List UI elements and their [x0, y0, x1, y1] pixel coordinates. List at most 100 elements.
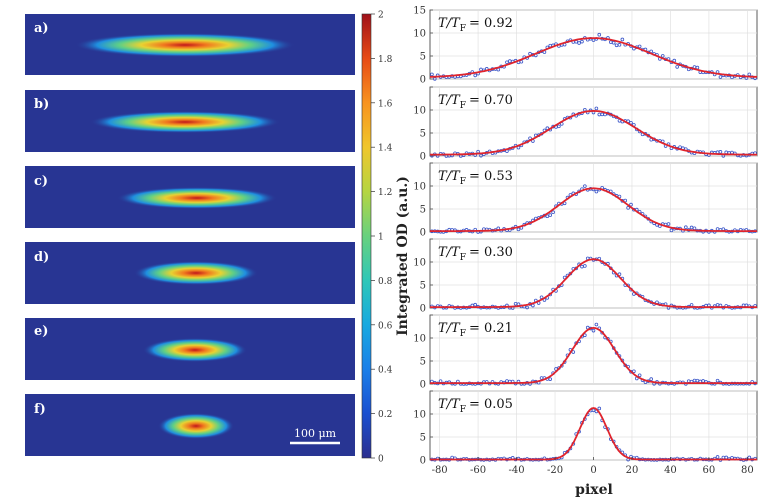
panel-label: f)	[34, 402, 46, 417]
data-point	[629, 202, 633, 207]
image-panel-c: c)	[25, 166, 355, 228]
data-point	[545, 214, 550, 219]
colorbar-tick-label: 1.2	[378, 188, 392, 198]
data-point	[611, 40, 616, 45]
data-point	[609, 266, 613, 271]
atom-cloud	[158, 413, 234, 439]
y-tick-label: 5	[420, 129, 426, 140]
data-point	[473, 73, 478, 78]
data-point	[715, 378, 720, 383]
panel-label: d)	[34, 250, 49, 265]
colorbar-tick-label: 0.4	[378, 366, 393, 376]
colorbar-tick-label: 1.4	[378, 144, 393, 154]
fit-line	[430, 109, 757, 156]
data-point	[594, 189, 599, 194]
x-axis-label: pixel	[575, 482, 613, 498]
y-tick-label: 5	[420, 52, 426, 63]
y-tick-label: 0	[420, 228, 426, 239]
data-point	[666, 222, 671, 226]
data-point	[548, 213, 553, 217]
x-tick-label: 60	[703, 465, 716, 476]
y-tick-label: 10	[413, 410, 426, 421]
atom-cloud	[117, 187, 277, 209]
atom-cloud	[134, 261, 258, 285]
image-panel-e: e)	[25, 318, 355, 380]
colorbar-tick-label: 0.6	[378, 321, 393, 331]
temperature-ratio-label: T/TF = 0.92	[438, 16, 513, 34]
fit-line	[430, 187, 757, 232]
y-tick-label: 5	[420, 357, 426, 368]
x-tick-label: 0	[590, 465, 596, 476]
data-point	[597, 32, 602, 37]
atom-cloud	[90, 111, 280, 133]
colorbar: 0 0.2 0.4 0.6 0.8 1 1.2 1.4 1.6 1.8 2	[361, 11, 393, 465]
data-point	[557, 284, 561, 288]
fit-line	[430, 326, 757, 384]
y-tick-label: 0	[420, 304, 426, 315]
data-point	[637, 44, 642, 49]
image-panel-d: d)	[25, 242, 355, 304]
data-point	[684, 225, 688, 230]
temperature-ratio-label: T/TF = 0.70	[438, 93, 513, 111]
fit-line	[430, 407, 757, 461]
data-point	[594, 322, 599, 327]
colorbar-tick-label: 2	[378, 11, 384, 21]
colorbar-tick-label: 0.8	[378, 277, 393, 287]
data-point	[548, 377, 553, 381]
y-tick-label: 5	[420, 205, 426, 216]
absorption-images: a) b) c) d) e) f) 100 μm	[25, 14, 355, 456]
data-point	[583, 264, 587, 268]
y-tick-label: 0	[420, 380, 426, 391]
x-tick-label: -40	[509, 465, 525, 476]
data-point	[669, 228, 674, 233]
y-tick-label: 10	[413, 106, 426, 117]
data-point	[473, 302, 478, 307]
fit-line	[429, 37, 758, 78]
data-point	[583, 333, 587, 338]
temperature-ratio-label: T/TF = 0.53	[438, 169, 513, 187]
image-panel-a: a)	[25, 14, 355, 75]
fit-line	[430, 258, 757, 308]
profile-panel-f: 0 5 10 T/TF = 0.05 -80 -60 -40 -20 0 20 40 60 80	[413, 390, 758, 476]
profile-plots: 0 5 10 15 T/TF = 0.92 0 5 10 T/TF = 0.70 0 5 10 T/TF = …	[413, 6, 758, 476]
temperature-ratio-label: T/TF = 0.05	[438, 397, 513, 415]
panel-label: b)	[34, 97, 49, 112]
x-tick-label: 80	[741, 465, 754, 476]
y-tick-label: 10	[413, 182, 426, 193]
colorbar-ticks: 0 0.2 0.4 0.6 0.8 1 1.2 1.4 1.6 1.8 2	[371, 11, 393, 465]
x-tick-label: -20	[547, 465, 563, 476]
data-point	[591, 328, 596, 333]
data-point	[557, 124, 561, 129]
data-point	[649, 377, 654, 381]
data-point	[577, 41, 581, 45]
data-point	[583, 184, 587, 188]
temperature-ratio-label: T/TF = 0.21	[438, 321, 513, 339]
y-tick-label: 10	[413, 29, 426, 40]
data-point	[525, 305, 529, 310]
x-tick-label: -80	[432, 465, 448, 476]
data-point	[637, 373, 642, 378]
panel-label: c)	[34, 174, 48, 189]
panel-label: a)	[34, 21, 49, 36]
image-panel-b: b)	[25, 90, 355, 152]
profile-panel-a: 0 5 10 15 T/TF = 0.92	[413, 6, 758, 86]
y-tick-label: 10	[413, 334, 426, 345]
y-tick-label: 0	[420, 75, 426, 86]
data-point	[505, 60, 509, 65]
temperature-ratio-label: T/TF = 0.30	[438, 245, 513, 263]
data-point	[632, 369, 636, 374]
colorbar-scale	[361, 13, 372, 459]
data-point	[479, 153, 483, 158]
y-tick-label: 0	[420, 152, 426, 163]
atom-cloud	[143, 338, 247, 362]
data-point	[715, 455, 720, 459]
x-tick-label: 40	[664, 465, 677, 476]
data-point	[597, 406, 602, 411]
data-point	[718, 75, 723, 79]
y-tick-label: 10	[413, 258, 426, 269]
colorbar-tick-label: 1.6	[378, 99, 393, 109]
panel-label: e)	[34, 324, 48, 339]
colorbar-tick-label: 1.8	[378, 55, 393, 65]
y-tick-label: 0	[420, 456, 426, 467]
y-tick-label: 5	[420, 433, 426, 444]
